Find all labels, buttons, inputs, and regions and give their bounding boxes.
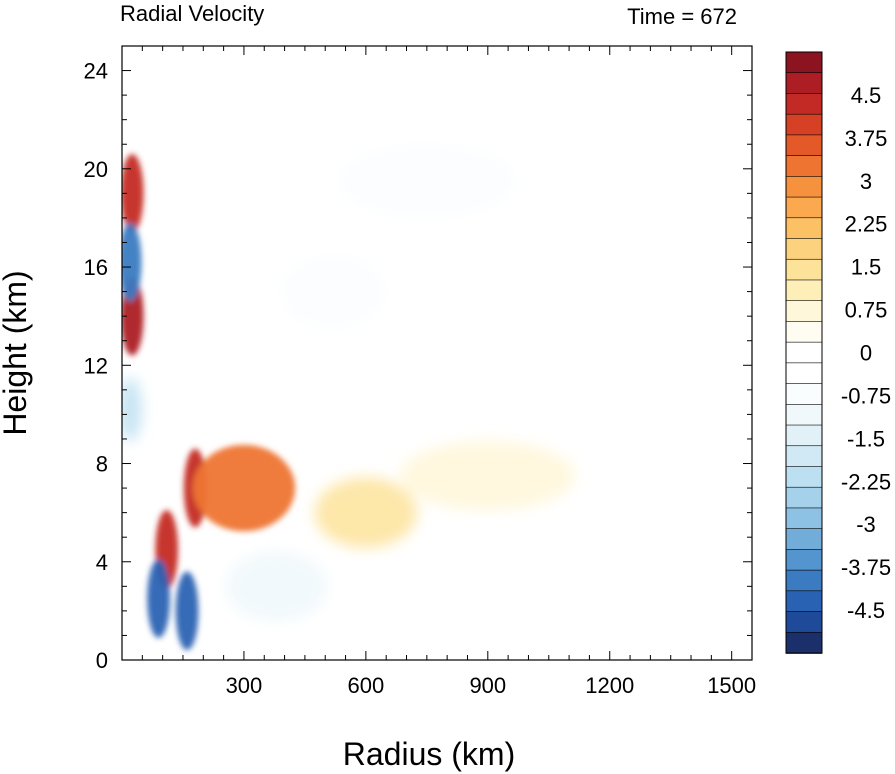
velocity-feature [282,256,385,327]
colorbar-label: 2.25 [845,212,888,237]
colorbar-bin [785,321,823,343]
colorbar: 4.5 3.75 3 2.25 1.5 0.75 0 -0.75 -1.5 -2.25 -3 -3.7… [785,51,891,654]
y-tick-label: 16 [84,255,108,280]
velocity-feature [122,154,144,233]
time-label: Time = 672 [627,4,737,29]
colorbar-bin [785,300,823,323]
velocity-feature [400,440,576,511]
colorbar-bin [785,404,823,426]
colorbar-bin [785,217,823,240]
colorbar-bin [785,113,823,136]
x-tick-label: 1200 [585,673,634,698]
colorbar-label: -1.5 [847,426,885,451]
colorbar-bin [785,549,823,571]
colorbar-label: 0 [860,341,872,366]
colorbar-bin [785,507,823,530]
x-tick-label: 900 [469,673,506,698]
x-tick-label: 600 [348,673,385,698]
colorbar-bin [785,155,823,178]
velocity-feature [192,444,296,532]
x-axis: 300 600 900 1200 1500 [141,46,756,698]
velocity-feature [147,559,170,638]
y-tick-label: 8 [96,452,108,477]
y-axis-label: Height (km) [0,270,33,435]
colorbar-bin [785,445,823,468]
colorbar-label: 3.75 [845,126,888,151]
colorbar-label: 4.5 [851,83,882,108]
x-tick-label: 1500 [707,673,756,698]
velocity-feature [314,477,418,548]
colorbar-label: -3 [856,512,876,537]
colorbar-bin [785,486,823,509]
colorbar-label: 0.75 [845,298,888,323]
colorbar-label: 3 [860,169,872,194]
plot-background [122,46,752,660]
y-tick-label: 4 [96,550,108,575]
colorbar-bin [785,196,823,219]
colorbar-bin [785,383,823,406]
colorbar-bin [785,631,823,654]
colorbar-bin [785,72,823,95]
colorbar-bin [785,176,823,198]
velocity-feature [175,571,199,651]
colorbar-bin [785,279,823,302]
colorbar-bin [785,362,823,385]
colorbar-bin [785,611,823,634]
colorbar-label: -3.75 [841,555,891,580]
colorbar-bin [785,134,823,157]
y-axis: 0 4 8 12 16 20 24 [84,45,752,673]
plot-frame [121,45,753,661]
colorbar-bin [785,93,823,115]
chart-title: Radial Velocity [120,1,264,26]
colorbar-bin [785,590,823,613]
colorbar-bin [785,238,823,261]
colorbar-bin [785,341,823,364]
colorbar-bin [785,528,823,551]
colorbar-bin [785,51,823,74]
colorbar-label: 1.5 [851,255,882,280]
velocity-feature [122,377,142,442]
x-axis-label: Radius (km) [343,736,515,772]
x-tick-label: 300 [226,673,263,698]
colorbar-bin [785,466,823,489]
colorbar-label: -0.75 [841,383,891,408]
colorbar-bin [785,258,823,281]
y-tick-label: 12 [84,353,108,378]
colorbar-label: -4.5 [847,598,885,623]
y-tick-label: 20 [84,157,108,182]
colorbar-bin [785,569,823,592]
colorbar-frame [785,51,823,654]
velocity-feature [339,145,515,217]
y-tick-label: 0 [96,648,108,673]
velocity-feature [225,551,328,622]
y-tick-label: 24 [84,59,108,84]
colorbar-label: -2.25 [841,469,891,494]
colorbar-bin [785,424,823,447]
